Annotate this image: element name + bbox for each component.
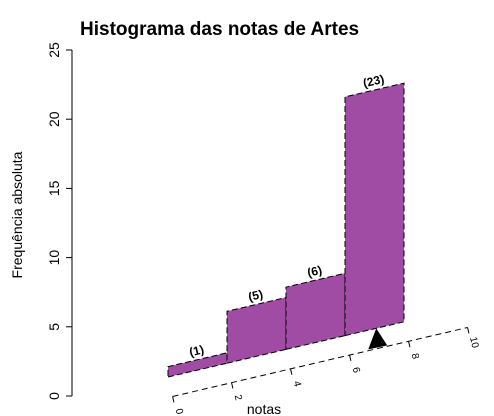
histogram-bar bbox=[344, 82, 405, 337]
bar-count-label: (23) bbox=[362, 72, 386, 90]
y-axis: 0 5 10 15 20 25 bbox=[46, 42, 73, 400]
x-tick-label: 4 bbox=[291, 380, 303, 388]
histogram-bar bbox=[167, 352, 228, 378]
y-tick-label: 20 bbox=[46, 111, 62, 127]
x-axis-line bbox=[172, 326, 468, 397]
histogram-bar bbox=[226, 296, 287, 364]
x-tick bbox=[467, 327, 470, 334]
x-tick bbox=[290, 368, 293, 375]
y-tick-label: 5 bbox=[46, 323, 62, 331]
bar-count-label: (6) bbox=[306, 263, 323, 280]
x-tick-label: 8 bbox=[409, 352, 421, 360]
chart-title: Histograma das notas de Artes bbox=[80, 19, 359, 40]
x-tick-label: 10 bbox=[467, 336, 480, 350]
count-labels-group: (1) (5) (6) (23) bbox=[188, 72, 386, 359]
y-tick-label: 10 bbox=[46, 250, 62, 266]
x-tick bbox=[349, 354, 352, 362]
y-tick-label: 15 bbox=[46, 180, 62, 196]
bar-count-label: (1) bbox=[188, 342, 205, 359]
bars-group bbox=[167, 82, 405, 378]
bar-count-label: (5) bbox=[247, 287, 264, 304]
y-tick-label: 25 bbox=[46, 42, 62, 58]
y-tick-label: 0 bbox=[46, 392, 62, 400]
x-axis-label: notas bbox=[247, 401, 281, 416]
x-axis: 0 2 4 6 8 10 bbox=[172, 326, 480, 416]
mean-marker-group bbox=[368, 328, 388, 350]
x-tick bbox=[408, 341, 411, 348]
x-tick bbox=[172, 396, 175, 403]
y-axis-label: Frequência absoluta bbox=[9, 151, 25, 278]
x-tick bbox=[231, 382, 234, 389]
x-tick-label: 2 bbox=[232, 394, 244, 402]
histogram-bar bbox=[285, 272, 346, 351]
mean-marker-triangle bbox=[368, 328, 388, 350]
x-tick-label: 6 bbox=[350, 366, 362, 374]
x-tick-label: 0 bbox=[173, 408, 185, 416]
